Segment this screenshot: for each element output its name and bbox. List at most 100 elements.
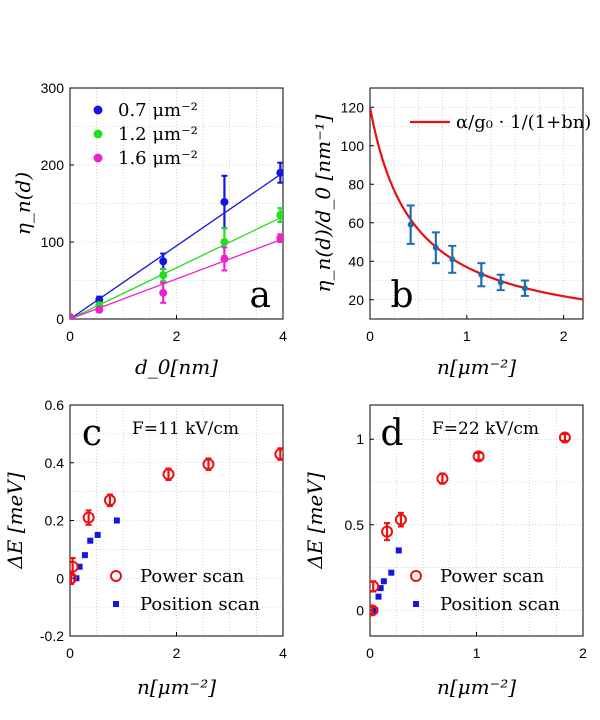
power-scan-point (70, 572, 78, 585)
power-scan-point (370, 580, 380, 593)
legend-marker-position-scan (413, 601, 419, 607)
legend-d: Power scan Position scan (410, 566, 560, 615)
data-point (407, 221, 414, 228)
y-tick-label: 0 (56, 311, 64, 327)
x-tick-label: 0 (66, 645, 74, 661)
y-tick-label: 1 (356, 431, 364, 447)
y-tick-label: 0.5 (345, 517, 365, 533)
plot-area-d (370, 431, 571, 617)
panel-label-a: a (250, 275, 271, 316)
x-tick-label: 0 (366, 328, 374, 344)
y-tick-label: 100 (341, 138, 365, 154)
position-scan-point (388, 569, 395, 576)
y-axis-label-d: ΔE [meV] (303, 472, 327, 569)
position-scan-point (375, 593, 382, 600)
fit-curve (370, 107, 583, 301)
data-point-blue (159, 257, 168, 266)
x-tick-label: 1 (473, 645, 481, 661)
position-scan-point (94, 531, 101, 538)
x-axis-label-c: n[μm⁻²] (137, 675, 216, 699)
x-tick-label: 4 (279, 328, 287, 344)
field-annotation-c: F=11 kV/cm (132, 419, 239, 439)
data-point-magenta (276, 234, 283, 243)
data-point (478, 271, 485, 278)
power-scan-point (70, 560, 79, 573)
legend-b: α/g₀ · 1/(1+bn) (410, 112, 591, 133)
position-scan-point (81, 552, 88, 559)
power-scan-point (394, 513, 407, 526)
position-scan-point (377, 585, 384, 592)
x-axis-label-b: n[μm⁻²] (437, 355, 516, 379)
data-point (497, 279, 504, 286)
y-axis-label-b: η_n(d)/d_0 [nm⁻¹] (311, 114, 335, 292)
position-scan-point (87, 537, 94, 544)
data-point-blue (220, 197, 229, 206)
legend-marker-position-scan (113, 601, 119, 607)
panel-label-b: b (390, 275, 413, 316)
x-tick-label: 2 (579, 645, 587, 661)
legend-marker-blue (93, 105, 103, 115)
x-tick-label: 4 (279, 645, 287, 661)
x-tick-label: 2 (173, 328, 181, 344)
power-scan-point (162, 468, 175, 481)
power-scan-point (370, 604, 379, 617)
power-scan-point (82, 511, 95, 524)
x-axis-label-a: d_0[nm] (135, 355, 218, 379)
position-scan-point (372, 607, 379, 614)
panel-a: 0 2 4 0 100 200 300 0.7 μm⁻² 1.2 μm⁻² 1.6 μm⁻² a η_… (11, 80, 287, 379)
fit-line-green (70, 216, 283, 319)
fit-line-magenta (70, 238, 283, 319)
legend-label-blue: 0.7 μm⁻² (118, 100, 198, 121)
legend-c: Power scan Position scan (110, 566, 260, 615)
x-axis-label-d: n[μm⁻²] (437, 675, 516, 699)
position-scan-point (395, 547, 402, 554)
legend-label-position-scan: Position scan (440, 594, 560, 615)
x-tick-label: 2 (173, 645, 181, 661)
legend-marker-magenta (93, 153, 103, 163)
y-tick-label: 40 (348, 253, 364, 269)
y-tick-label: 0.2 (45, 513, 65, 529)
y-tick-label: 200 (41, 157, 65, 173)
data-point-blue (276, 168, 283, 177)
legend-marker-power-scan (410, 570, 422, 582)
y-tick-label: 100 (41, 234, 65, 250)
field-annotation-d: F=22 kV/cm (432, 419, 539, 439)
plot-frame (369, 87, 584, 320)
legend-marker-power-scan (110, 570, 122, 582)
power-scan-point (558, 431, 571, 444)
panel-label-c: c (82, 413, 102, 454)
legend-label-position-scan: Position scan (140, 594, 260, 615)
data-point (449, 256, 456, 263)
fit-line-blue (70, 172, 283, 319)
position-scan-point (380, 578, 387, 585)
data-point-green (220, 238, 229, 246)
y-tick-label: 0 (356, 602, 364, 618)
power-scan-point (436, 472, 449, 485)
power-scan-point (274, 448, 283, 461)
data-point (521, 285, 528, 292)
legend-a: 0.7 μm⁻² 1.2 μm⁻² 1.6 μm⁻² (93, 100, 198, 169)
panel-label-d: d (380, 413, 403, 454)
data-point-green (276, 211, 283, 220)
y-tick-label: 80 (348, 176, 364, 192)
power-scan-point (103, 494, 116, 507)
data-point-magenta (95, 305, 104, 314)
legend-label-magenta: 1.6 μm⁻² (118, 148, 198, 169)
y-tick-label: 0.6 (45, 397, 65, 413)
plot-area-b (370, 107, 583, 301)
plot-area-a (70, 161, 283, 319)
position-scan-point (113, 517, 120, 524)
y-tick-label: 20 (348, 292, 364, 308)
legend-label-power-scan: Power scan (140, 566, 245, 587)
data-point-green (159, 271, 168, 280)
legend-marker-green (93, 129, 103, 139)
position-scan-point (76, 563, 83, 570)
x-tick-label: 2 (560, 328, 568, 344)
y-tick-label: 300 (41, 80, 65, 96)
legend-label-fit: α/g₀ · 1/(1+bn) (456, 112, 591, 133)
panel-b: 0 1 2 20 40 60 80 100 120 α/g₀ · 1/(1+bn) b η_n(d)/… (311, 87, 591, 379)
y-axis-label-a: η_n(d) (11, 172, 35, 235)
y-tick-label: -0.2 (40, 628, 64, 644)
data-point-magenta (159, 288, 168, 297)
